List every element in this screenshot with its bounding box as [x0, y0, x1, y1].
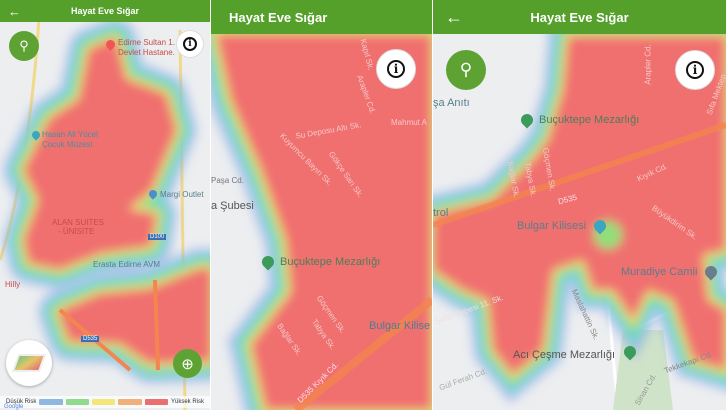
street-label: Paşa Cd.	[211, 176, 244, 185]
info-button[interactable]: i	[176, 30, 204, 58]
search-button[interactable]: ⚲	[9, 31, 39, 61]
poi-label: Hasan Ali Yücel	[42, 130, 98, 139]
poi-label: Devlet Hastane.	[118, 48, 175, 57]
risk-legend: Düşük Risk Yüksek Risk	[0, 396, 210, 408]
poi-label: Margi Outlet	[160, 190, 204, 199]
map-panel-3[interactable]: ← Hayat Eve Sığar şa Anıtı Buçuktepe Mez…	[433, 0, 726, 410]
street-label: Arapler Cd.	[643, 44, 653, 85]
legend-high-label: Yüksek Risk	[170, 399, 204, 405]
poi-label: Buçuktepe Mezarlığı	[280, 256, 381, 268]
legend-swatch	[39, 399, 63, 405]
poi-label: Hilly	[5, 280, 21, 289]
poi-label: Bulgar Kilisesi	[517, 220, 587, 232]
google-logo: Google	[4, 404, 24, 410]
app-title: Hayat Eve Sığar	[229, 9, 328, 25]
crosshair-icon: ⊕	[181, 355, 194, 373]
legend-swatch	[92, 399, 116, 405]
map-layers-button[interactable]	[6, 340, 52, 386]
info-icon: i	[686, 61, 704, 79]
poi-label: Muradiye Camii	[621, 266, 698, 278]
app-title: Hayat Eve Sığar	[530, 9, 629, 25]
info-button[interactable]: i	[376, 49, 416, 89]
back-arrow-icon[interactable]: ←	[445, 6, 463, 27]
poi-label: - ÜNİSİTE	[58, 227, 95, 236]
search-icon: ⚲	[459, 60, 473, 79]
map-panel-2[interactable]: Hayat Eve Sığar Kapıl Sk. Arapler Cd. Ma…	[211, 0, 432, 410]
app-header: Hayat Eve Sığar	[211, 0, 432, 34]
search-button[interactable]: ⚲	[446, 50, 486, 90]
search-icon: ⚲	[19, 38, 29, 53]
poi-label: şa Anıtı	[433, 97, 470, 109]
info-button[interactable]: i	[675, 50, 715, 90]
app-header: ← Hayat Eve Sığar	[433, 0, 726, 34]
info-icon: i	[387, 60, 405, 78]
info-icon: i	[183, 37, 197, 51]
back-arrow-icon[interactable]: ←	[8, 3, 21, 19]
poi-label: Bulgar Kilise	[369, 320, 431, 332]
heatmap	[433, 16, 726, 410]
map-layers-icon	[11, 354, 47, 372]
legend-swatch	[118, 399, 142, 405]
poi-label: ALAN SUITES	[52, 218, 105, 227]
street-label: Mahmut A	[391, 118, 428, 127]
poi-label: Erasta Edirne AVM	[93, 260, 160, 269]
map-panel-1[interactable]: ← Hayat Eve Sığar Edirne Sultan 1. Devle…	[0, 0, 210, 410]
legend-swatch	[65, 399, 89, 405]
legend-swatch	[144, 399, 168, 405]
poi-label: Acı Çeşme Mezarlığı	[513, 349, 616, 361]
my-location-button[interactable]: ⊕	[173, 349, 202, 378]
road-shield: D535	[81, 336, 100, 342]
app-header: ← Hayat Eve Sığar	[0, 0, 210, 22]
poi-label: trol	[433, 207, 449, 219]
poi-label: Edirne Sultan 1.	[118, 38, 175, 47]
poi-label: a Şubesi	[211, 200, 254, 212]
road-shield: D100	[148, 234, 167, 240]
heatmap	[211, 12, 432, 410]
app-title: Hayat Eve Sığar	[70, 6, 140, 16]
legend-low-label: Düşük Risk	[6, 399, 37, 405]
poi-label: Buçuktepe Mezarlığı	[539, 114, 640, 126]
poi-label: Çocuk Müzesi	[42, 140, 93, 149]
